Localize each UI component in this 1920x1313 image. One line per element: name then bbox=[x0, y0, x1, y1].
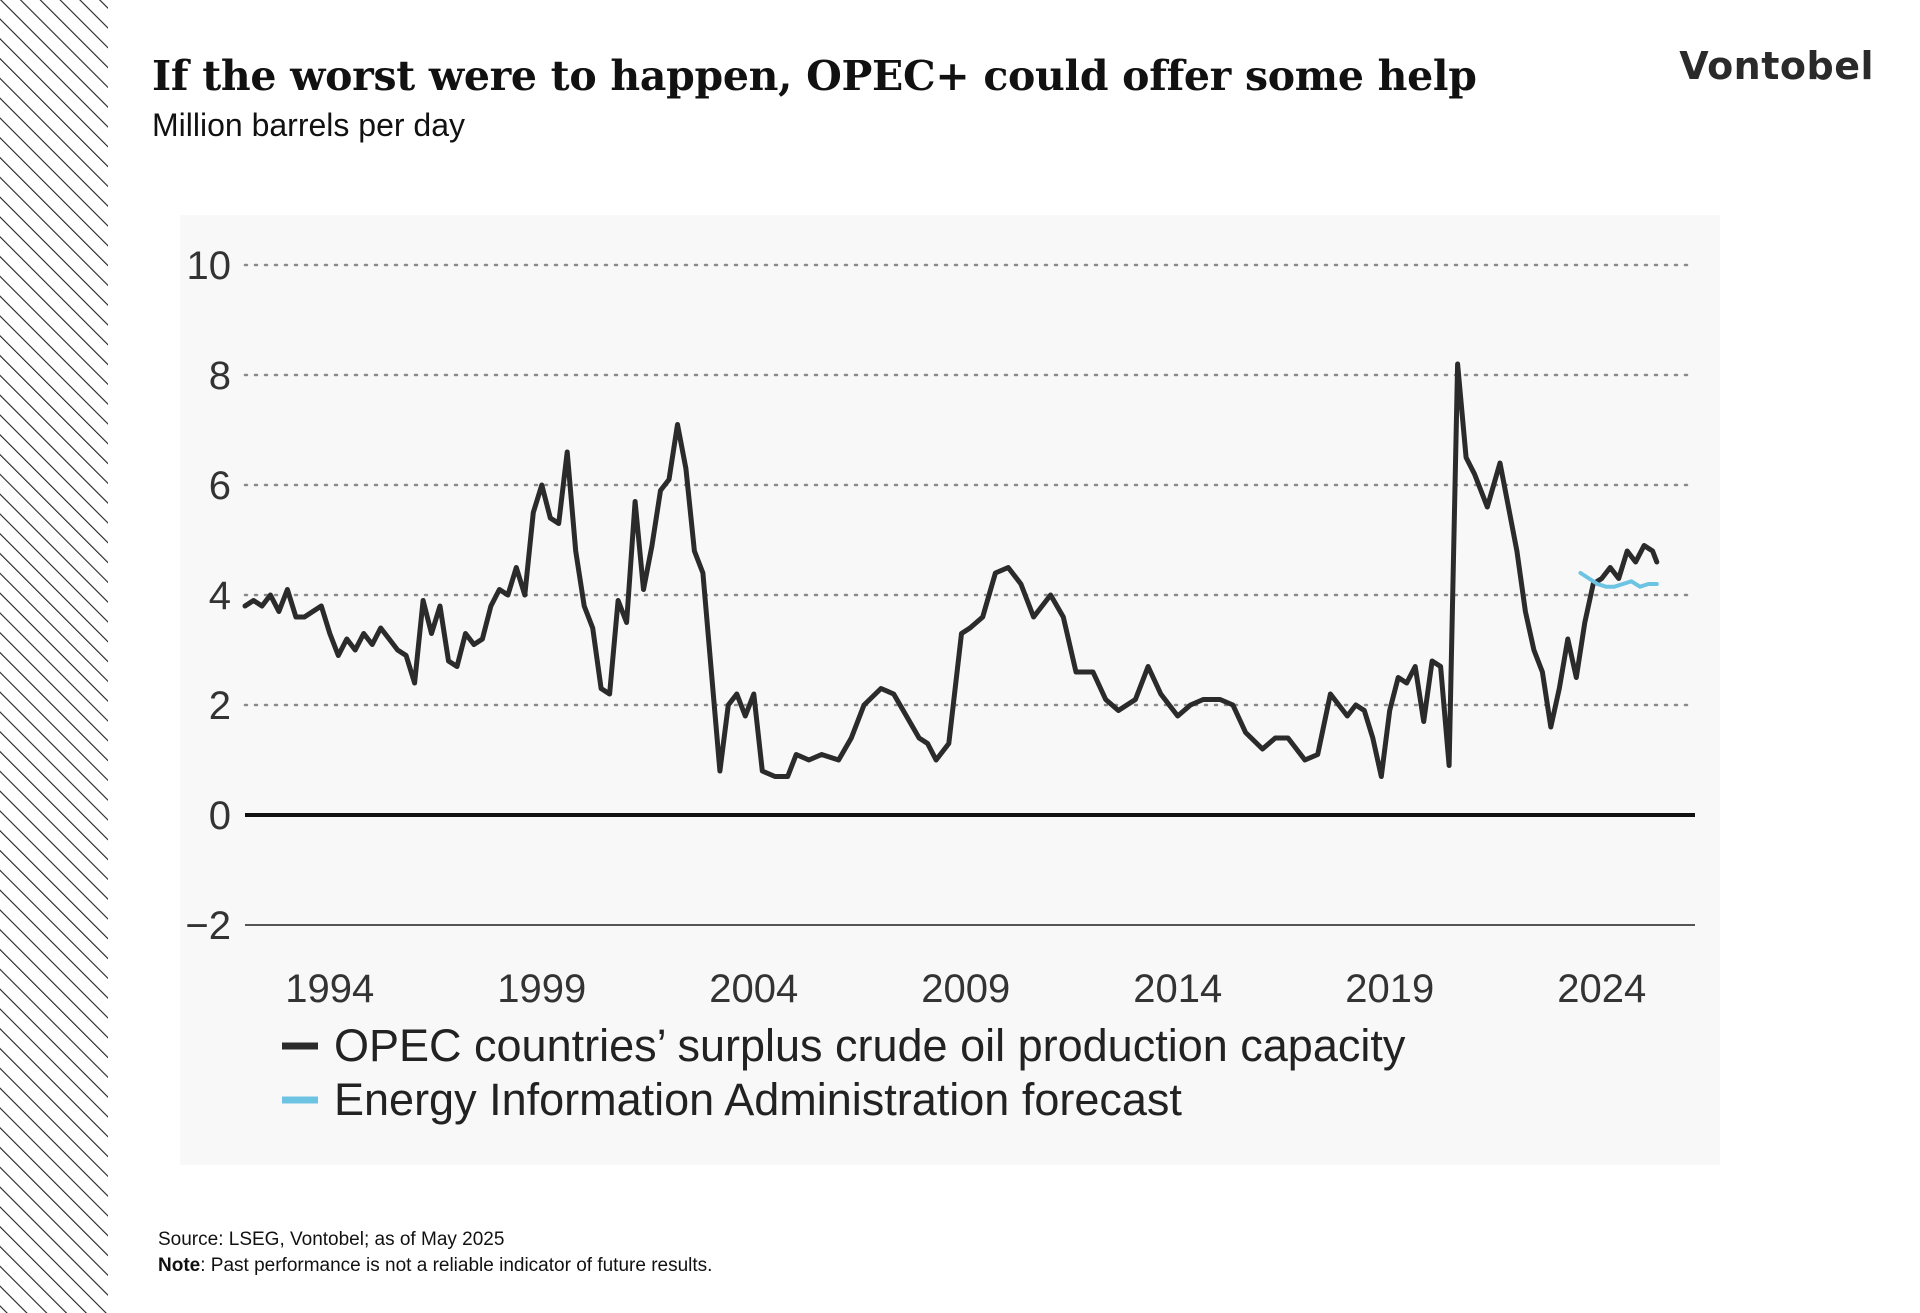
series-line-opec-surplus bbox=[242, 361, 1660, 779]
chart-panel: 10 8 6 4 2 0 −2 1994 1999 2004 2009 2014 2019 2024 O… bbox=[180, 215, 1720, 1165]
y-tick-label: 2 bbox=[209, 684, 231, 728]
x-tick-label: 2014 bbox=[1133, 967, 1222, 1011]
x-tick-label: 2019 bbox=[1345, 967, 1434, 1011]
note-text: Note: Past performance is not a reliable… bbox=[158, 1255, 712, 1277]
series-lines bbox=[242, 361, 1660, 779]
legend-label-eia: Energy Information Administration foreca… bbox=[334, 1074, 1182, 1125]
source-text: Source: LSEG, Vontobel; as of May 2025 bbox=[158, 1229, 505, 1250]
series-line-eia-forecast bbox=[1578, 571, 1659, 589]
x-axis-ticks: 1994 1999 2004 2009 2014 2019 2024 bbox=[285, 967, 1646, 1011]
legend-label-opec: OPEC countries’ surplus crude oil produc… bbox=[334, 1020, 1406, 1071]
grid-lines bbox=[243, 263, 1697, 926]
chart-legend: OPEC countries’ surplus crude oil produc… bbox=[282, 1020, 1406, 1125]
x-tick-label: 1999 bbox=[497, 967, 586, 1011]
y-tick-label: 0 bbox=[209, 794, 231, 838]
vontobel-logo: Vontobel bbox=[1679, 44, 1874, 88]
y-tick-label: 6 bbox=[209, 464, 231, 508]
x-tick-label: 1994 bbox=[285, 967, 374, 1011]
y-tick-label: −2 bbox=[185, 904, 231, 948]
y-tick-label: 4 bbox=[209, 574, 231, 618]
x-tick-label: 2024 bbox=[1557, 967, 1646, 1011]
note-label: Note bbox=[158, 1255, 201, 1276]
note-body: : Past performance is not a reliable ind… bbox=[200, 1255, 713, 1276]
y-axis-ticks: 10 8 6 4 2 0 −2 bbox=[185, 244, 231, 948]
x-tick-label: 2004 bbox=[709, 967, 798, 1011]
page-subtitle: Million barrels per day bbox=[152, 107, 466, 143]
y-tick-label: 8 bbox=[209, 354, 231, 398]
x-tick-label: 2009 bbox=[921, 967, 1010, 1011]
page-title: If the worst were to happen, OPEC+ could… bbox=[152, 52, 1477, 100]
diagonal-stripes-decoration bbox=[0, 0, 108, 1313]
line-chart: 10 8 6 4 2 0 −2 1994 1999 2004 2009 2014 2019 2024 O… bbox=[185, 244, 1697, 1125]
y-tick-label: 10 bbox=[187, 244, 232, 288]
